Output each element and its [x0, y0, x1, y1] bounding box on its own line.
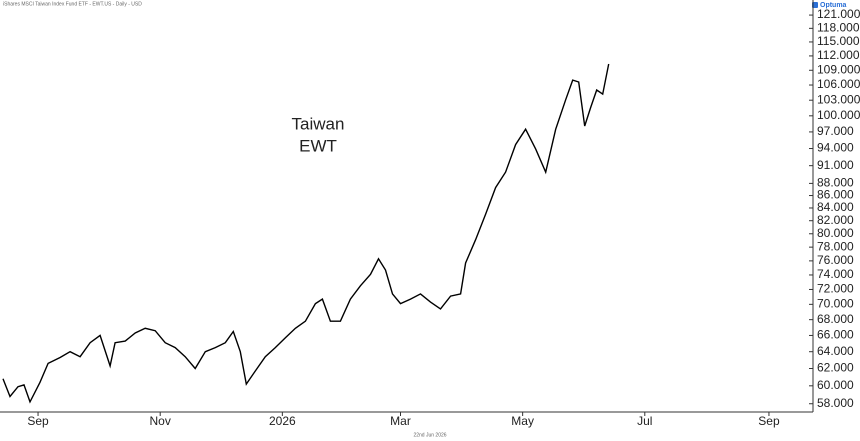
y-tick-label: 86.000 [817, 188, 854, 202]
annotation: Taiwan [292, 114, 345, 133]
y-tick-label: 80.000 [817, 226, 854, 240]
y-tick-label: 58.000 [817, 396, 854, 410]
y-tick-label: 70.000 [817, 297, 854, 311]
y-tick-label: 88.000 [817, 176, 854, 190]
y-tick-label: 72.000 [817, 282, 854, 296]
annotation: EWT [299, 136, 337, 155]
y-tick-label: 66.000 [817, 328, 854, 342]
y-tick-label: 91.000 [817, 158, 854, 172]
x-tick-label: Nov [150, 414, 171, 428]
y-tick-label: 100.000 [817, 108, 860, 122]
y-tick-label: 84.000 [817, 200, 854, 214]
y-tick-label: 64.000 [817, 344, 854, 358]
y-tick-label: 94.000 [817, 141, 854, 155]
y-tick-label: 82.000 [817, 213, 854, 227]
y-tick-label: 106.000 [817, 77, 860, 91]
y-tick-label: 103.000 [817, 92, 860, 106]
price-line [2, 63, 610, 404]
y-tick-label: 62.000 [817, 361, 854, 375]
x-tick-label: May [511, 414, 534, 428]
x-tick-label: Sep [27, 414, 49, 428]
y-tick-label: 121.000 [817, 7, 860, 21]
x-tick-label: Jul [637, 414, 652, 428]
y-tick-label: 60.000 [817, 378, 854, 392]
x-tick-label: Sep [758, 414, 780, 428]
y-tick-label: 74.000 [817, 267, 854, 281]
y-tick-label: 68.000 [817, 312, 854, 326]
y-tick-label: 76.000 [817, 253, 854, 267]
y-tick-label: 109.000 [817, 62, 860, 76]
y-tick-label: 115.000 [817, 34, 860, 48]
y-tick-label: 112.000 [817, 48, 860, 62]
y-tick-label: 97.000 [817, 124, 854, 138]
x-tick-label: 2026 [269, 414, 296, 428]
logo: Optuma [820, 2, 847, 9]
y-tick-label: 118.000 [817, 21, 860, 35]
y-tick-label: 78.000 [817, 239, 854, 253]
footer-date: 22nd Jun 2026 [413, 432, 446, 438]
chart-header: iShares MSCI Taiwan Index Fund ETF - EWT… [3, 1, 142, 7]
x-tick-label: Mar [390, 414, 411, 428]
